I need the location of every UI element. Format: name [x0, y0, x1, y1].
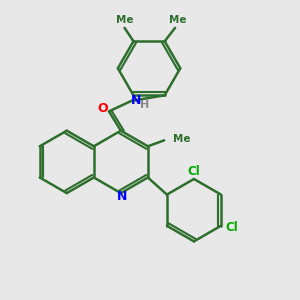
Text: H: H	[140, 100, 149, 110]
Text: Cl: Cl	[225, 221, 238, 234]
Text: Me: Me	[169, 14, 187, 25]
Text: Me: Me	[172, 134, 190, 144]
Text: N: N	[131, 94, 142, 107]
Text: O: O	[97, 102, 108, 115]
Text: Cl: Cl	[188, 165, 200, 178]
Text: N: N	[117, 190, 128, 203]
Text: Me: Me	[116, 14, 133, 25]
